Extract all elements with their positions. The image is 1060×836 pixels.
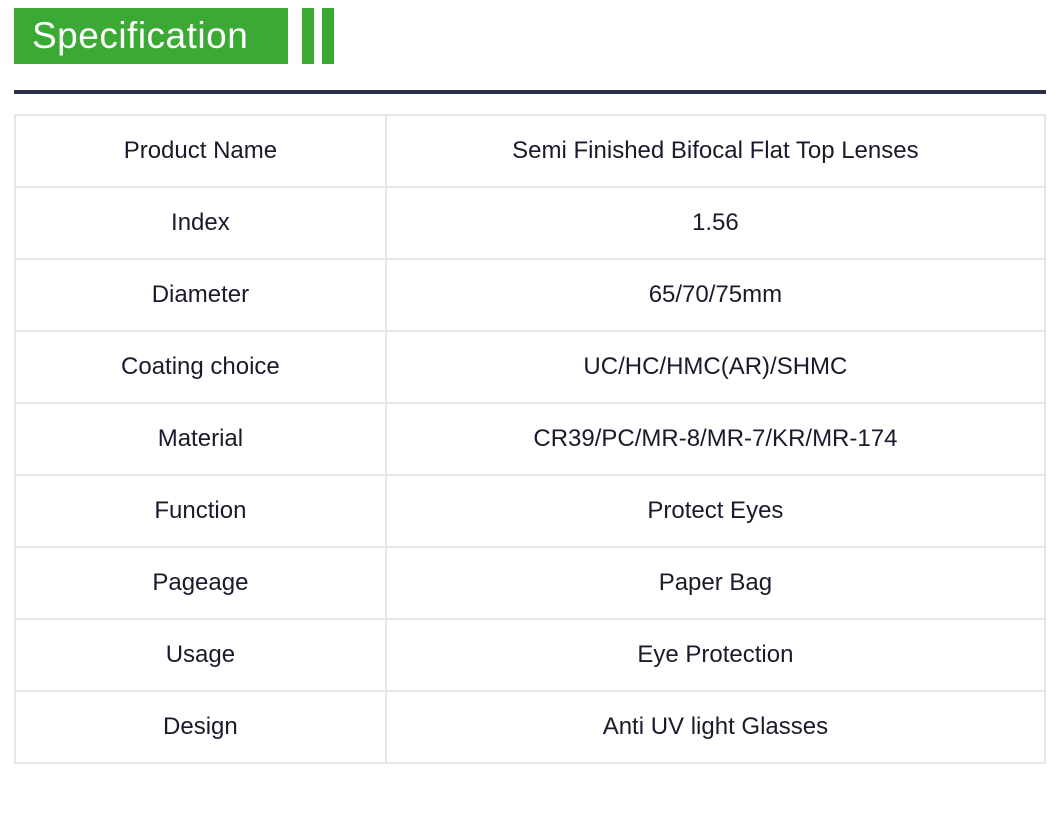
table-row: Diameter 65/70/75mm [15,259,1045,331]
table-row: Function Protect Eyes [15,475,1045,547]
row-label: Product Name [15,115,386,187]
row-value: 65/70/75mm [386,259,1045,331]
spec-header: Specification [14,8,1046,64]
table-row: Index 1.56 [15,187,1045,259]
table-row: Design Anti UV light Glasses [15,691,1045,763]
stripe-icon [302,8,314,64]
table-row: Product Name Semi Finished Bifocal Flat … [15,115,1045,187]
table-row: Pageage Paper Bag [15,547,1045,619]
row-value: 1.56 [386,187,1045,259]
spec-table: Product Name Semi Finished Bifocal Flat … [14,114,1046,764]
spec-title: Specification [14,8,288,64]
row-value: Anti UV light Glasses [386,691,1045,763]
table-row: Material CR39/PC/MR-8/MR-7/KR/MR-174 [15,403,1045,475]
row-label: Function [15,475,386,547]
section-divider [14,90,1046,94]
row-label: Design [15,691,386,763]
row-label: Usage [15,619,386,691]
table-row: Usage Eye Protection [15,619,1045,691]
row-label: Coating choice [15,331,386,403]
row-label: Diameter [15,259,386,331]
row-label: Index [15,187,386,259]
row-value: Paper Bag [386,547,1045,619]
row-value: Semi Finished Bifocal Flat Top Lenses [386,115,1045,187]
row-value: Protect Eyes [386,475,1045,547]
row-value: UC/HC/HMC(AR)/SHMC [386,331,1045,403]
row-label: Material [15,403,386,475]
table-row: Coating choice UC/HC/HMC(AR)/SHMC [15,331,1045,403]
row-value: CR39/PC/MR-8/MR-7/KR/MR-174 [386,403,1045,475]
row-label: Pageage [15,547,386,619]
header-stripes [302,8,334,64]
stripe-icon [322,8,334,64]
row-value: Eye Protection [386,619,1045,691]
